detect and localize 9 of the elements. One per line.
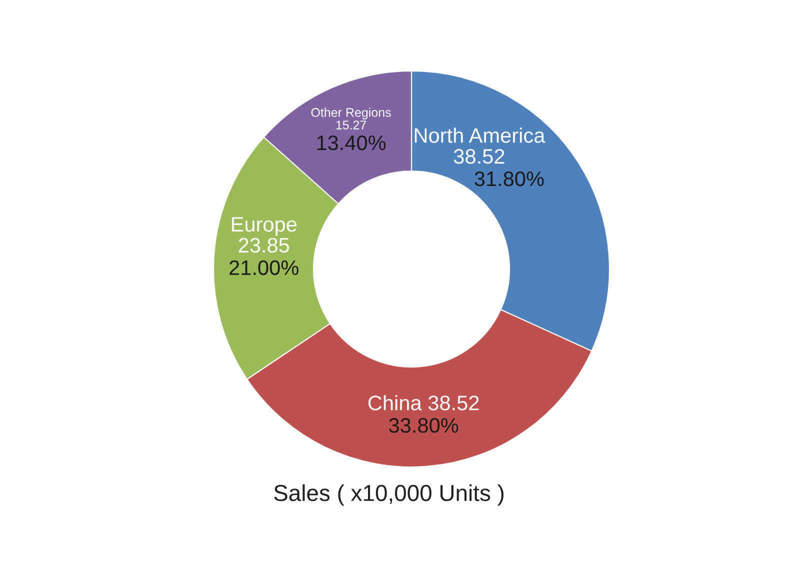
slice-label: Other Regions 15.27 (311, 108, 391, 130)
slice-label: Europe 23.85 (232, 217, 297, 253)
data-label: 31.80% (474, 171, 544, 186)
data-label: 13.40% (317, 135, 386, 150)
text: Sales ( x10,000 Units ) (274, 484, 504, 506)
data-label: 33.80% (389, 418, 458, 433)
slice-label: China 38.52 (368, 395, 479, 410)
data-label: 21.00% (230, 260, 298, 276)
slice-label: North America 38.52 (414, 128, 546, 164)
